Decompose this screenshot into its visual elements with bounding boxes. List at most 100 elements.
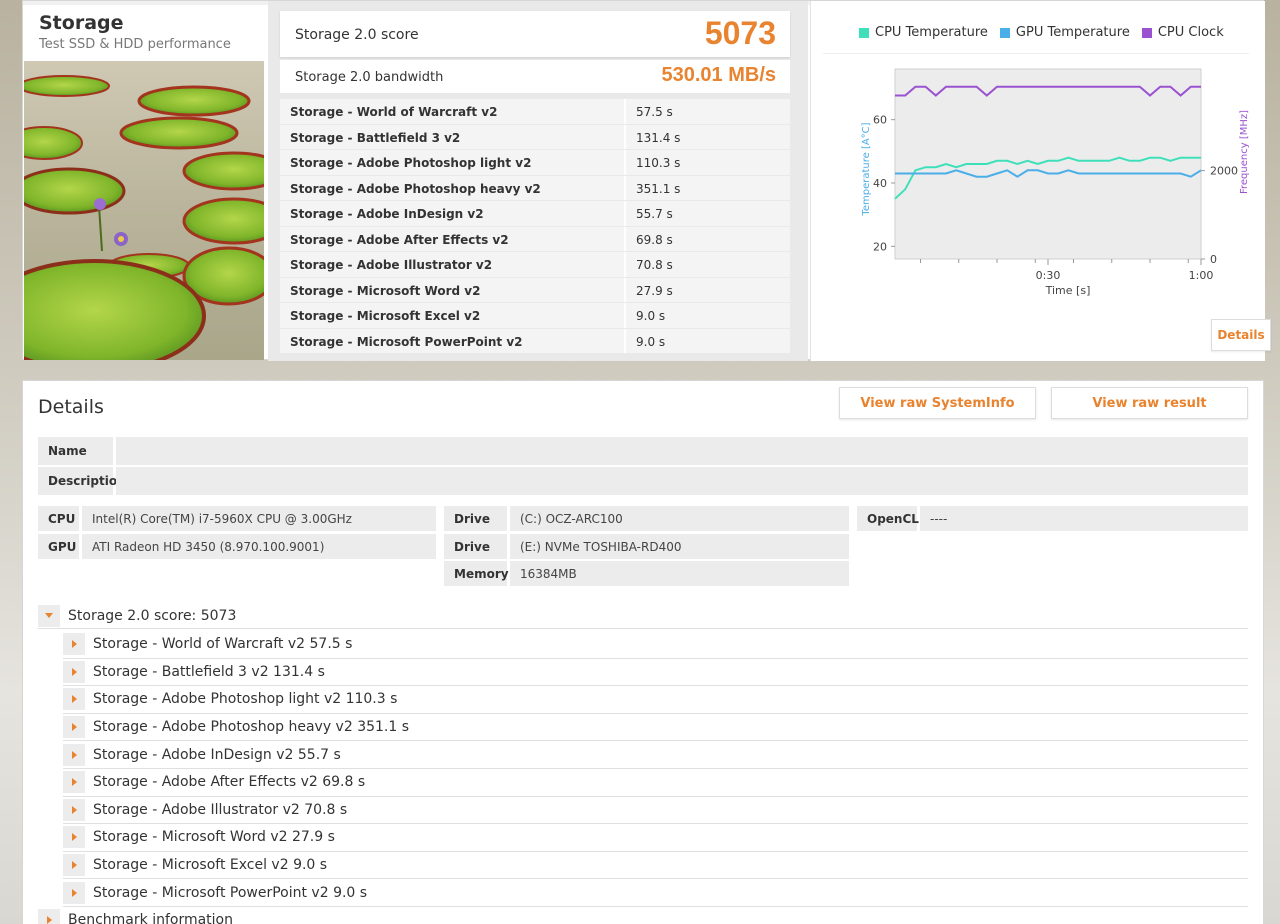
expand-toggle[interactable] bbox=[38, 909, 60, 924]
y-axis-label: Temperature [A°C] bbox=[861, 122, 872, 216]
chevron-right-icon bbox=[71, 667, 77, 676]
legend-item-cpu-temperature[interactable]: CPU Temperature bbox=[859, 25, 988, 40]
opencl-label: OpenCL bbox=[857, 506, 920, 531]
subtest-value: 57.5 s bbox=[626, 99, 790, 124]
subtest-name: Storage - Microsoft PowerPoint v2 bbox=[280, 328, 626, 353]
subtest-row: Storage - Adobe After Effects v2 69.8 s bbox=[280, 226, 790, 252]
tree-subtest-node[interactable]: Storage - Adobe Illustrator v2 70.8 s bbox=[63, 797, 1248, 825]
description-value bbox=[116, 467, 1248, 495]
expand-toggle[interactable] bbox=[63, 688, 85, 711]
tree-benchmark-info-node[interactable]: Benchmark information bbox=[38, 907, 1248, 924]
subtest-row: Storage - Microsoft Word v2 27.9 s bbox=[280, 277, 790, 303]
description-label: Description bbox=[38, 467, 126, 495]
memory-label: Memory bbox=[444, 561, 510, 586]
tree-score-label: Storage 2.0 score: 5073 bbox=[68, 607, 237, 624]
subtest-value: 9.0 s bbox=[626, 328, 790, 353]
tree-subtest-node[interactable]: Storage - Battlefield 3 v2 131.4 s bbox=[63, 659, 1248, 687]
legend-label: CPU Temperature bbox=[875, 25, 988, 40]
expand-toggle[interactable] bbox=[63, 743, 85, 766]
cpu-label: CPU bbox=[38, 506, 82, 531]
legend-label: CPU Clock bbox=[1157, 25, 1224, 40]
tree-subtest-label: Storage - Microsoft PowerPoint v2 9.0 s bbox=[93, 884, 368, 901]
expand-toggle[interactable] bbox=[63, 854, 85, 877]
expand-toggle[interactable] bbox=[63, 633, 85, 656]
water-lilies-image bbox=[24, 61, 264, 360]
legend-swatch bbox=[859, 27, 869, 38]
drive-e-row: Drive (E:) NVMe TOSHIBA-RD400 bbox=[444, 534, 849, 559]
chevron-right-icon bbox=[71, 833, 77, 842]
tree-subtest-node[interactable]: Storage - Microsoft PowerPoint v2 9.0 s bbox=[63, 879, 1248, 907]
subtest-value: 351.1 s bbox=[626, 175, 790, 200]
expand-toggle[interactable] bbox=[63, 798, 85, 821]
cpu-row: CPU Intel(R) Core(TM) i7-5960X CPU @ 3.0… bbox=[38, 506, 436, 531]
subtest-value: 55.7 s bbox=[626, 201, 790, 226]
y2-axis-label: Frequency [MHz] bbox=[1239, 110, 1250, 194]
tree-subtest-label: Storage - Microsoft Excel v2 9.0 s bbox=[93, 857, 328, 874]
expand-toggle[interactable] bbox=[63, 826, 85, 849]
score-box: Storage 2.0 score 5073 bbox=[280, 11, 790, 57]
y-tick-label: 20 bbox=[873, 240, 887, 253]
x-axis-label: Time [s] bbox=[1045, 284, 1091, 297]
chevron-right-icon bbox=[71, 695, 77, 704]
gpu-label: GPU bbox=[38, 534, 82, 559]
y2-tick-label: 2000 bbox=[1210, 165, 1238, 178]
tree-subtest-label: Storage - Adobe Photoshop heavy v2 351.1… bbox=[93, 719, 410, 736]
opencl-value: ---- bbox=[920, 506, 1248, 531]
subtest-value: 131.4 s bbox=[626, 124, 790, 149]
tree-subtest-label: Storage - Battlefield 3 v2 131.4 s bbox=[93, 663, 325, 680]
subtest-row: Storage - Microsoft Excel v2 9.0 s bbox=[280, 303, 790, 329]
tree-subtest-node[interactable]: Storage - Adobe Photoshop heavy v2 351.1… bbox=[63, 714, 1248, 742]
test-result-panel: Storage Test SSD & HDD performance bbox=[22, 0, 1271, 361]
expand-toggle[interactable] bbox=[63, 771, 85, 794]
tree-subtest-node[interactable]: Storage - Adobe InDesign v2 55.7 s bbox=[63, 741, 1248, 769]
subtest-row: Storage - Adobe Illustrator v2 70.8 s bbox=[280, 252, 790, 278]
memory-row: Memory 16384MB bbox=[444, 561, 849, 586]
bandwidth-label: Storage 2.0 bandwidth bbox=[295, 70, 444, 85]
series-line-gpu-temperature bbox=[895, 169, 1202, 178]
tree-subtest-node[interactable]: Storage - Adobe After Effects v2 69.8 s bbox=[63, 769, 1248, 797]
view-raw-result-button[interactable]: View raw result bbox=[1051, 387, 1248, 419]
tree-subtest-label: Storage - World of Warcraft v2 57.5 s bbox=[93, 636, 353, 653]
tree-subtest-node[interactable]: Storage - World of Warcraft v2 57.5 s bbox=[63, 631, 1248, 659]
subtest-name: Storage - Adobe After Effects v2 bbox=[280, 226, 626, 251]
subtest-name: Storage - Adobe Photoshop heavy v2 bbox=[280, 175, 626, 200]
legend-swatch bbox=[1141, 27, 1152, 38]
chevron-right-icon bbox=[71, 805, 77, 814]
chevron-right-icon bbox=[71, 750, 77, 759]
details-title: Details bbox=[38, 396, 104, 418]
subtest-row: Storage - World of Warcraft v2 57.5 s bbox=[280, 99, 790, 125]
opencl-row: OpenCL ---- bbox=[857, 506, 1248, 531]
tree-subtest-node[interactable]: Storage - Microsoft Excel v2 9.0 s bbox=[63, 852, 1248, 880]
expand-toggle[interactable] bbox=[63, 660, 85, 683]
monitoring-chart: 20 40 60 0 2000 0:30 1:00 Time [s] Temperature [… bbox=[861, 68, 1250, 297]
subtest-value: 110.3 s bbox=[626, 150, 790, 175]
view-raw-systeminfo-button[interactable]: View raw SystemInfo bbox=[839, 387, 1036, 419]
gpu-row: GPU ATI Radeon HD 3450 (8.970.100.9001) bbox=[38, 534, 436, 559]
legend-label: GPU Temperature bbox=[1015, 25, 1130, 40]
expand-toggle[interactable] bbox=[63, 716, 85, 739]
score-column: Storage 2.0 score 5073 Storage 2.0 bandw… bbox=[268, 1, 808, 361]
tree-score-node[interactable]: Storage 2.0 score: 5073 bbox=[38, 603, 1248, 629]
drive-value: (C:) OCZ-ARC100 bbox=[510, 506, 849, 531]
tree-subtest-node[interactable]: Storage - Adobe Photoshop light v2 110.3… bbox=[63, 686, 1248, 714]
tree-subtest-node[interactable]: Storage - Microsoft Word v2 27.9 s bbox=[63, 824, 1248, 852]
expand-toggle[interactable] bbox=[63, 881, 85, 904]
gpu-value: ATI Radeon HD 3450 (8.970.100.9001) bbox=[82, 534, 436, 559]
chevron-right-icon bbox=[71, 888, 77, 897]
score-value: 5073 bbox=[704, 15, 776, 51]
subtest-name: Storage - Adobe Illustrator v2 bbox=[280, 252, 626, 277]
legend-item-gpu-temperature[interactable]: GPU Temperature bbox=[999, 25, 1130, 40]
chevron-down-icon bbox=[45, 613, 53, 618]
legend-item-cpu-clock[interactable]: CPU Clock bbox=[1141, 25, 1224, 40]
chart-details-button[interactable]: Details bbox=[1211, 319, 1271, 351]
collapse-toggle[interactable] bbox=[38, 604, 60, 627]
score-label: Storage 2.0 score bbox=[295, 27, 419, 43]
memory-value: 16384MB bbox=[510, 561, 849, 586]
drive-value: (E:) NVMe TOSHIBA-RD400 bbox=[510, 534, 849, 559]
subtest-name: Storage - Microsoft Word v2 bbox=[280, 277, 626, 302]
name-label: Name bbox=[38, 437, 116, 465]
plot-area bbox=[894, 68, 1202, 260]
tree-subtest-label: Storage - Adobe After Effects v2 69.8 s bbox=[93, 774, 366, 791]
chart-legend: CPU Temperature GPU Temperature CPU Cloc… bbox=[859, 25, 1224, 40]
chevron-right-icon bbox=[71, 640, 77, 649]
